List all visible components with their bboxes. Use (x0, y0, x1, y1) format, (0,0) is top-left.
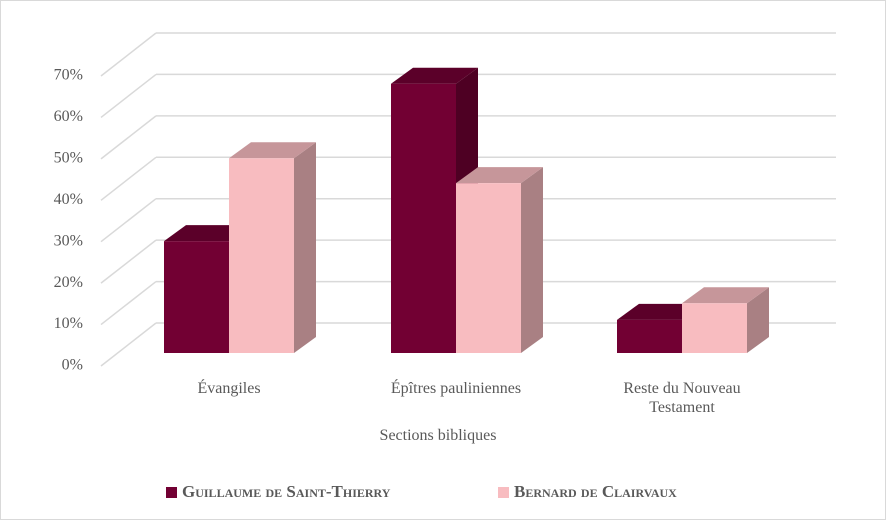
legend-swatch (498, 487, 509, 498)
y-tick-label: 70% (54, 67, 83, 84)
grid-line (100, 198, 157, 243)
bar (617, 319, 682, 353)
bar-top (229, 142, 316, 159)
bar-side (294, 142, 316, 353)
y-tick-label: 20% (54, 274, 83, 291)
bar-side (521, 167, 543, 353)
grid-line (100, 115, 157, 160)
grid-line (100, 32, 157, 77)
x-tick-label: Reste du Nouveau Testament (623, 380, 741, 416)
bar (456, 183, 521, 353)
grid-line (100, 239, 157, 284)
x-tick-label: Épîtres pauliniennes (390, 380, 522, 397)
y-tick-label: 50% (54, 150, 83, 167)
legend-label: Guillaume de Saint-Thierry (182, 482, 391, 501)
x-axis-title: Sections bibliques (379, 427, 497, 444)
y-tick-label: 30% (54, 232, 83, 249)
grid-line (100, 322, 157, 367)
grid-line (100, 280, 157, 326)
y-tick-label: 40% (54, 191, 83, 208)
x-tick-label: Évangiles (197, 380, 261, 397)
y-tick-label: 10% (54, 315, 83, 332)
bar-side (747, 287, 769, 353)
bar (229, 158, 294, 353)
bar-top (682, 287, 769, 304)
y-tick-label: 0% (62, 357, 83, 374)
bar (164, 241, 229, 353)
grid-line (100, 73, 157, 119)
y-tick-label: 60% (54, 108, 83, 125)
legend-swatch (166, 487, 177, 498)
bar (391, 83, 456, 353)
bar-top (456, 167, 543, 184)
bar-top (391, 67, 478, 84)
grid-line (100, 156, 157, 201)
bar (682, 303, 747, 353)
legend-label: Bernard de Clairvaux (514, 482, 677, 501)
